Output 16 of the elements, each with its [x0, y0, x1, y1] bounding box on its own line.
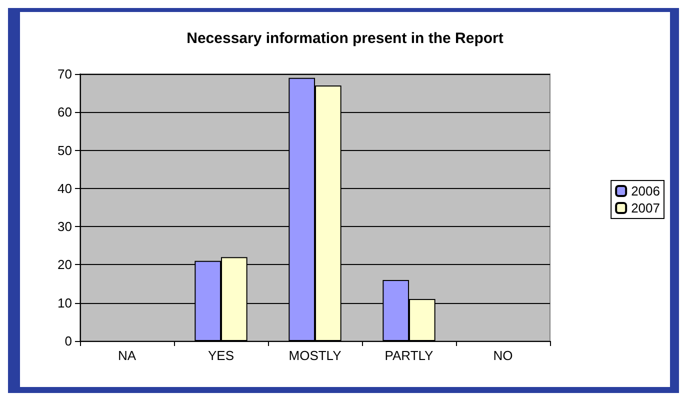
- x-tick-label: PARTLY: [384, 348, 434, 363]
- y-tick-label: 60: [58, 104, 72, 120]
- y-tick-label: 40: [58, 180, 72, 196]
- x-tick-label: MOSTLY: [288, 348, 342, 363]
- chart-title: Necessary information present in the Report: [186, 30, 504, 47]
- y-tick-label: 20: [58, 257, 72, 272]
- y-tick-label: 70: [58, 66, 72, 82]
- x-tick-label: NA: [118, 348, 136, 363]
- y-tick-label: 0: [64, 334, 72, 348]
- x-tick-label: NO: [493, 348, 513, 363]
- y-tick-label: 10: [58, 295, 72, 310]
- y-tick-label: 30: [58, 219, 72, 234]
- y-tick-label: 50: [58, 142, 72, 158]
- x-tick-label: YES: [208, 348, 234, 363]
- legend-label: 2007: [631, 200, 660, 216]
- legend-label: 2006: [631, 184, 660, 198]
